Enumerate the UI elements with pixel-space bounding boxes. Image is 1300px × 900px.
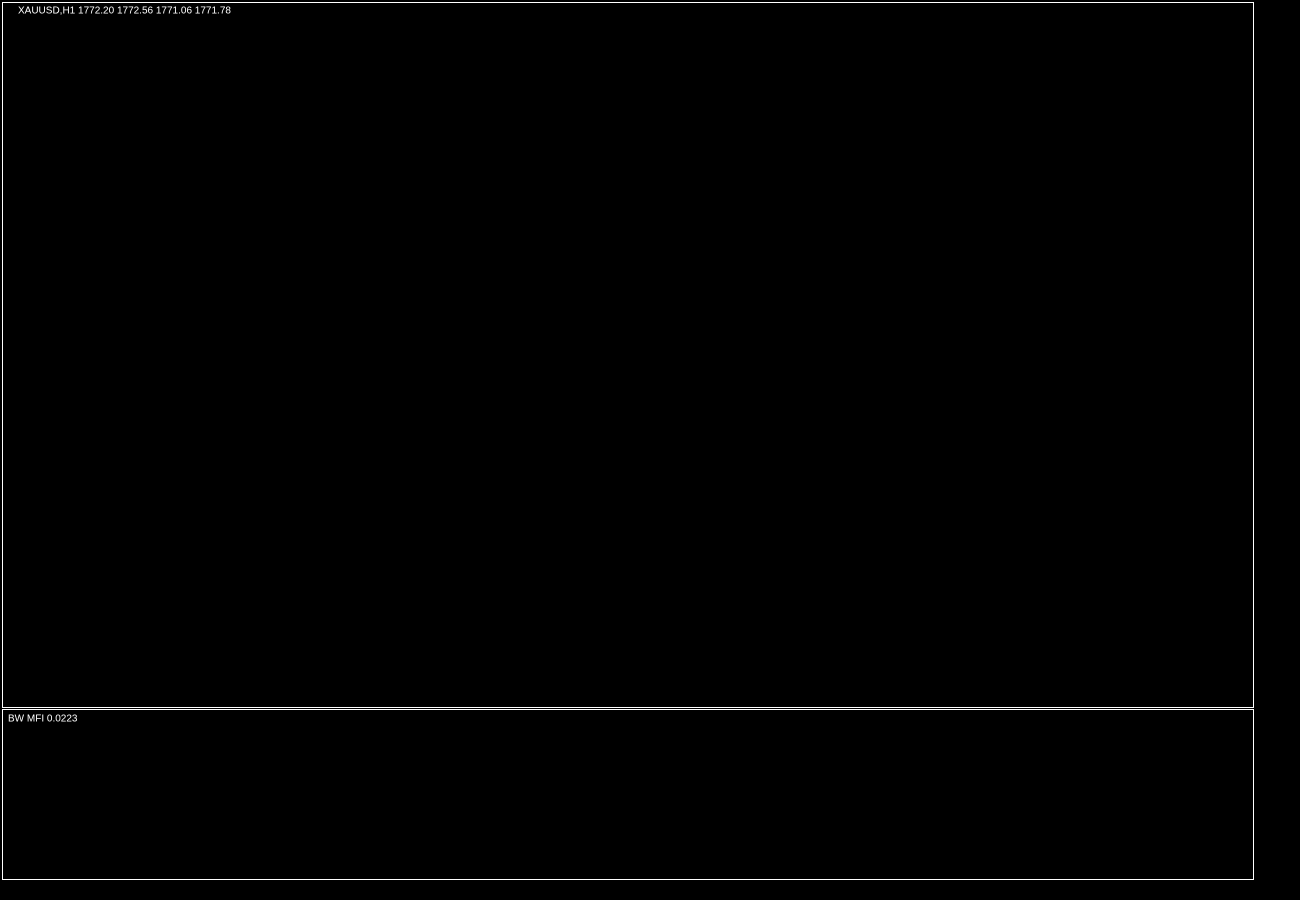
indicator-panel-frame bbox=[2, 709, 1254, 880]
price-panel-frame bbox=[2, 2, 1254, 708]
chart-title: XAUUSD,H1 1772.20 1772.56 1771.06 1771.7… bbox=[18, 6, 231, 17]
indicator-title: BW MFI 0.0223 bbox=[8, 714, 78, 725]
